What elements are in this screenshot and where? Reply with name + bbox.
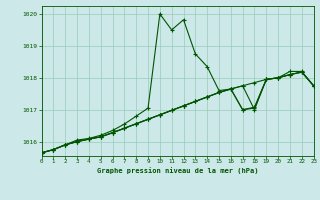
X-axis label: Graphe pression niveau de la mer (hPa): Graphe pression niveau de la mer (hPa) [97, 167, 258, 174]
